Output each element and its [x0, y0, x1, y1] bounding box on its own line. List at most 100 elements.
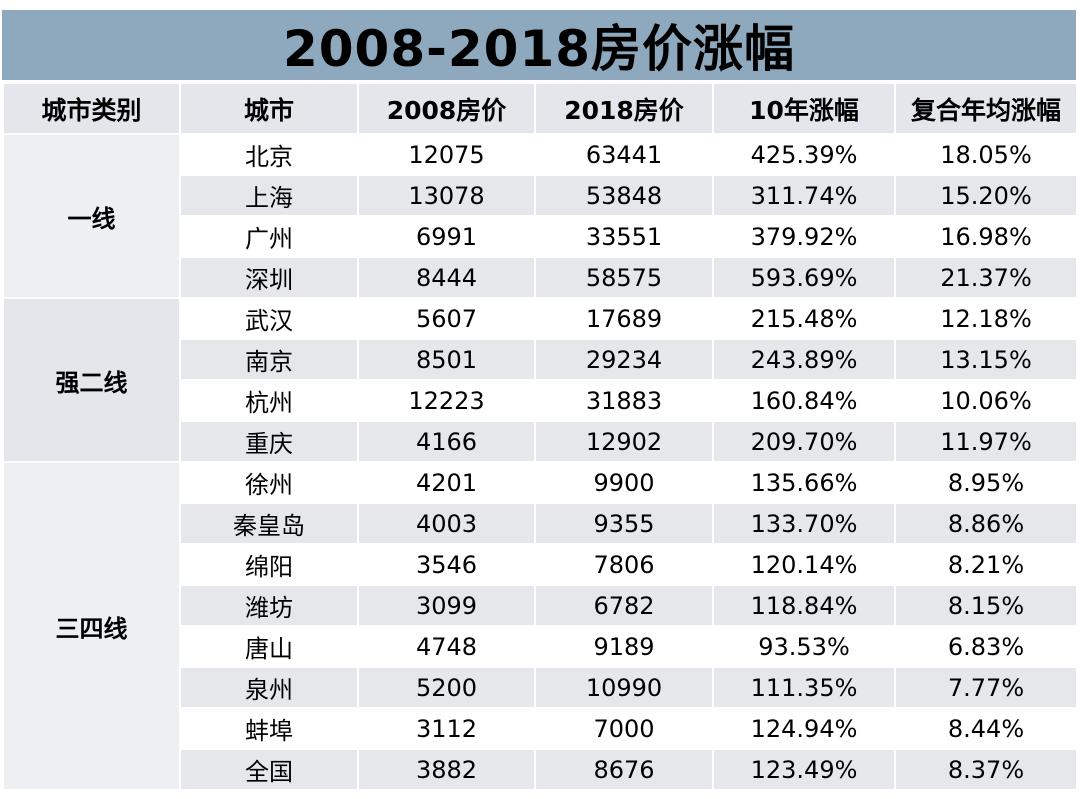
- table-row: 南京 8501 29234 243.89% 13.15%: [3, 338, 1078, 381]
- cell-growth-10y: 124.94%: [712, 707, 896, 750]
- table-row: 泉州 5200 10990 111.35% 7.77%: [3, 666, 1078, 709]
- cell-growth-10y: 133.70%: [712, 502, 896, 545]
- cell-price-2008: 4201: [357, 461, 536, 504]
- table-row: 深圳 8444 58575 593.69% 21.37%: [3, 256, 1078, 299]
- cell-cagr: 8.95%: [894, 461, 1078, 504]
- cell-price-2008: 13078: [357, 174, 536, 217]
- cell-city: 上海: [179, 174, 359, 217]
- header-cagr: 复合年均涨幅: [894, 82, 1078, 135]
- cell-cagr: 21.37%: [894, 256, 1078, 299]
- cell-cagr: 8.37%: [894, 748, 1078, 791]
- cell-price-2008: 3099: [357, 584, 536, 627]
- table-row: 一线 北京 12075 63441 425.39% 18.05%: [2, 133, 1078, 299]
- cell-price-2018: 58575: [534, 256, 714, 299]
- cell-price-2008: 5200: [357, 666, 536, 709]
- header-city: 城市: [179, 82, 359, 135]
- cell-price-2008: 12075: [357, 133, 536, 176]
- table-body: 一线 北京 12075 63441 425.39% 18.05% 上海 13078 53848 3…: [2, 133, 1078, 791]
- cell-growth-10y: 135.66%: [712, 461, 896, 504]
- cell-city: 潍坊: [179, 584, 359, 627]
- cell-growth-10y: 123.49%: [712, 748, 896, 791]
- cell-price-2018: 31883: [534, 379, 714, 422]
- cell-price-2008: 5607: [357, 297, 536, 340]
- cell-price-2008: 3546: [357, 543, 536, 586]
- cell-cagr: 8.86%: [894, 502, 1078, 545]
- cell-growth-10y: 93.53%: [712, 625, 896, 668]
- cell-growth-10y: 379.92%: [712, 215, 896, 258]
- cell-cagr: 6.83%: [894, 625, 1078, 668]
- cell-city: 南京: [179, 338, 359, 381]
- category-cell: 强二线: [2, 297, 181, 463]
- header-category: 城市类别: [2, 82, 181, 135]
- cell-price-2018: 29234: [534, 338, 714, 381]
- cell-city: 武汉: [179, 297, 359, 340]
- cell-price-2018: 10990: [534, 666, 714, 709]
- cell-price-2018: 53848: [534, 174, 714, 217]
- table-row: 蚌埠 3112 7000 124.94% 8.44%: [3, 707, 1078, 750]
- cell-price-2018: 8676: [534, 748, 714, 791]
- cell-city: 杭州: [179, 379, 359, 422]
- cell-price-2018: 9355: [534, 502, 714, 545]
- cell-city: 全国: [179, 748, 359, 791]
- price-table: 城市类别 城市 2008房价 2018房价 10年涨幅 复合年均涨幅 一线 北京 1…: [2, 82, 1078, 791]
- table-row: 唐山 4748 9189 93.53% 6.83%: [3, 625, 1078, 668]
- cell-growth-10y: 209.70%: [712, 420, 896, 463]
- cell-growth-10y: 425.39%: [712, 133, 896, 176]
- cell-price-2008: 3112: [357, 707, 536, 750]
- cell-city: 绵阳: [179, 543, 359, 586]
- cell-price-2008: 3882: [357, 748, 536, 791]
- cell-price-2008: 4003: [357, 502, 536, 545]
- cell-price-2018: 17689: [534, 297, 714, 340]
- cell-city: 泉州: [179, 666, 359, 709]
- cell-city: 深圳: [179, 256, 359, 299]
- cell-price-2008: 12223: [357, 379, 536, 422]
- header-price-2018: 2018房价: [534, 82, 714, 135]
- cell-cagr: 8.21%: [894, 543, 1078, 586]
- cell-cagr: 11.97%: [894, 420, 1078, 463]
- cell-growth-10y: 111.35%: [712, 666, 896, 709]
- cell-growth-10y: 120.14%: [712, 543, 896, 586]
- header-row: 城市类别 城市 2008房价 2018房价 10年涨幅 复合年均涨幅: [2, 82, 1078, 135]
- cell-cagr: 8.44%: [894, 707, 1078, 750]
- cell-city: 唐山: [179, 625, 359, 668]
- table-row: 绵阳 3546 7806 120.14% 8.21%: [3, 543, 1078, 586]
- cell-city: 重庆: [179, 420, 359, 463]
- cell-cagr: 13.15%: [894, 338, 1078, 381]
- table-row: 强二线 武汉 5607 17689 215.48% 12.18%: [2, 297, 1078, 463]
- table-row: 杭州 12223 31883 160.84% 10.06%: [3, 379, 1078, 422]
- cell-growth-10y: 593.69%: [712, 256, 896, 299]
- cell-cagr: 12.18%: [894, 297, 1078, 340]
- header-growth-10y: 10年涨幅: [712, 82, 896, 135]
- category-cell: 三四线: [2, 461, 181, 791]
- title-bar: 2008-2018房价涨幅: [2, 10, 1076, 80]
- cell-price-2018: 7000: [534, 707, 714, 750]
- cell-price-2008: 8501: [357, 338, 536, 381]
- cell-growth-10y: 311.74%: [712, 174, 896, 217]
- cell-price-2008: 4166: [357, 420, 536, 463]
- cell-city: 徐州: [179, 461, 359, 504]
- table-row: 广州 6991 33551 379.92% 16.98%: [3, 215, 1078, 258]
- cell-price-2018: 9900: [534, 461, 714, 504]
- cell-price-2018: 63441: [534, 133, 714, 176]
- table-row: 潍坊 3099 6782 118.84% 8.15%: [3, 584, 1078, 627]
- cell-price-2018: 33551: [534, 215, 714, 258]
- table-row: 重庆 4166 12902 209.70% 11.97%: [3, 420, 1078, 463]
- cell-cagr: 8.15%: [894, 584, 1078, 627]
- category-cell: 一线: [2, 133, 181, 299]
- cell-growth-10y: 215.48%: [712, 297, 896, 340]
- cell-price-2018: 7806: [534, 543, 714, 586]
- cell-city: 广州: [179, 215, 359, 258]
- cell-price-2018: 6782: [534, 584, 714, 627]
- cell-cagr: 18.05%: [894, 133, 1078, 176]
- cell-city: 秦皇岛: [179, 502, 359, 545]
- table-row: 三四线 徐州 4201 9900 135.66% 8.95%: [2, 461, 1078, 791]
- cell-city: 北京: [179, 133, 359, 176]
- cell-growth-10y: 160.84%: [712, 379, 896, 422]
- cell-cagr: 15.20%: [894, 174, 1078, 217]
- table-row: 全国 3882 8676 123.49% 8.37%: [3, 748, 1078, 791]
- cell-growth-10y: 118.84%: [712, 584, 896, 627]
- cell-price-2008: 6991: [357, 215, 536, 258]
- cell-price-2008: 4748: [357, 625, 536, 668]
- cell-price-2008: 8444: [357, 256, 536, 299]
